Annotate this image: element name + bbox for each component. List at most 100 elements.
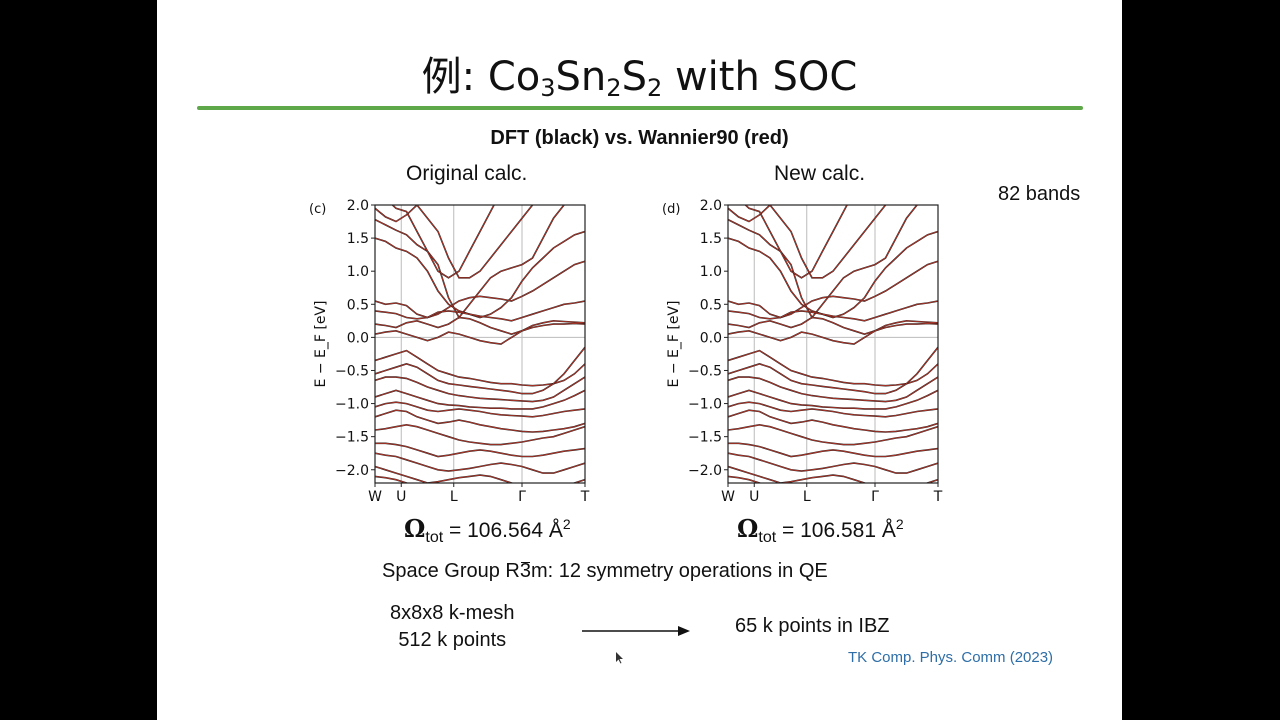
wannier-band-line xyxy=(728,376,938,403)
wannier-band-line xyxy=(375,231,585,318)
y-tick-label: 0.0 xyxy=(347,330,369,346)
title-text-part: with SOC xyxy=(662,54,858,100)
y-tick-label: 1.5 xyxy=(700,231,722,247)
wannier-band-line xyxy=(375,376,585,403)
wannier-band-line xyxy=(375,424,585,445)
y-tick-label: −1.0 xyxy=(688,397,722,413)
dft-band-line xyxy=(728,475,763,483)
wannier-band-line xyxy=(728,300,938,322)
dft-band-line xyxy=(728,389,938,410)
dft-band-line xyxy=(375,205,566,319)
bands-count-label: 82 bands xyxy=(998,183,1081,205)
x-tick-label: L xyxy=(803,489,811,505)
ibz-kpoints-text: 65 k points in IBZ xyxy=(735,615,890,637)
kmesh-info: 8x8x8 k-mesh 512 k points xyxy=(390,600,515,654)
x-tick-label: W xyxy=(368,489,382,505)
wannier-band-line xyxy=(375,466,585,483)
wannier-band-line xyxy=(744,205,848,279)
band-structure-plot-new: 2.0 1.5 1.0 0.5 0.0 −0.5 −1.0 −1.5 −2.0 W U L Γ T (d) E… xyxy=(662,198,943,505)
wannier-band-line xyxy=(728,205,918,319)
y-axis-label: E − E_F [eV] xyxy=(666,301,682,388)
dft-band-line xyxy=(728,260,938,319)
y-tick-label: 1.0 xyxy=(700,264,722,280)
omega-symbol: Ω xyxy=(737,514,759,543)
x-tick-label: Γ xyxy=(518,489,526,505)
wannier-band-line xyxy=(375,323,585,345)
reference-citation: TK Comp. Phys. Comm (2023) xyxy=(848,649,1054,666)
y-tick-label: −2.0 xyxy=(688,463,722,479)
omega-superscript: 2 xyxy=(562,516,571,532)
panel-title-original: Original calc. xyxy=(406,162,528,185)
y-tick-label: −1.5 xyxy=(688,430,722,446)
wannier-band-line xyxy=(375,205,565,319)
x-tick-label: W xyxy=(721,489,735,505)
dft-band-line xyxy=(728,205,919,319)
wannier-band-line xyxy=(375,389,585,410)
y-tick-label: −0.5 xyxy=(688,363,722,379)
title-subscript: 3 xyxy=(540,74,556,102)
y-tick-label: 0.5 xyxy=(347,297,369,313)
y-tick-label: 1.5 xyxy=(347,231,369,247)
title-text-part: Sn xyxy=(555,54,607,100)
wannier-band-line xyxy=(728,424,938,445)
wannier-band-line xyxy=(728,350,938,387)
space-group-suffix: m: 12 symmetry operations in QE xyxy=(530,560,828,582)
wannier-band-line xyxy=(375,401,585,418)
wannier-band-line xyxy=(375,476,408,483)
omega-subscript: tot xyxy=(425,529,444,547)
dft-band-line xyxy=(375,260,585,319)
dft-band-line xyxy=(375,230,585,319)
wannier-band-line xyxy=(728,466,938,483)
dft-band-line xyxy=(375,346,585,395)
title-subscript: 2 xyxy=(646,74,663,102)
wannier-band-line xyxy=(375,317,585,335)
x-tick-label: T xyxy=(580,489,590,505)
band-structure-plot-original: 2.0 1.5 1.0 0.5 0.0 −0.5 −1.0 −1.5 −2.0 W U L Γ T (c) E… xyxy=(309,198,590,505)
y-tick-label: 0.0 xyxy=(700,330,722,346)
dft-band-line xyxy=(728,346,938,395)
panel-label: (c) xyxy=(309,202,326,217)
wannier-band-line xyxy=(728,389,938,410)
wannier-band-line xyxy=(375,350,585,387)
dft-band-line xyxy=(728,423,938,446)
dft-band-line xyxy=(728,316,938,335)
wannier-band-line xyxy=(375,300,585,322)
dft-band-line xyxy=(375,423,585,446)
wannier-band-line xyxy=(728,476,761,483)
panel-title-new: New calc. xyxy=(774,162,866,185)
wannier-band-line xyxy=(728,401,938,418)
title-subscript: 2 xyxy=(606,74,622,102)
wannier-band-line xyxy=(728,347,938,394)
y-tick-label: −0.5 xyxy=(335,363,369,379)
omega-symbol: Ω xyxy=(404,514,426,543)
mouse-cursor-icon xyxy=(616,652,623,664)
wannier-band-line xyxy=(728,409,938,433)
wannier-band-line xyxy=(728,231,938,318)
dft-band-line xyxy=(375,465,585,483)
wannier-band-line xyxy=(728,260,938,318)
omega-total-original: Ωtot = 106.564 Å2 xyxy=(404,514,571,547)
space-group-text: Space Group R3m: 12 symmetry operations … xyxy=(382,560,828,583)
kpoints-line: 512 k points xyxy=(398,629,507,651)
slide-title: 例: Co3Sn2S2 with SOC xyxy=(157,44,1122,102)
title-divider xyxy=(197,106,1083,110)
y-tick-label: 2.0 xyxy=(347,198,369,214)
figure-subtitle: DFT (black) vs. Wannier90 (red) xyxy=(490,127,789,149)
y-tick-label: 1.0 xyxy=(347,264,369,280)
title-text-part: 例: Co xyxy=(421,54,541,100)
wannier-band-line xyxy=(375,260,585,318)
x-tick-label: T xyxy=(933,489,943,505)
plot-frame xyxy=(727,204,939,484)
plot-frame xyxy=(374,204,586,484)
omega-total-new: Ωtot = 106.581 Å2 xyxy=(737,514,904,547)
wannier-band-line xyxy=(375,452,585,474)
panel-label: (d) xyxy=(662,202,680,217)
title-text-part: S xyxy=(621,54,647,100)
y-tick-label: 0.5 xyxy=(700,297,722,313)
x-tick-label: U xyxy=(749,489,759,505)
right-arrow-icon xyxy=(582,626,690,636)
omega-superscript: 2 xyxy=(895,516,904,532)
y-tick-label: 2.0 xyxy=(700,198,722,214)
dft-band-line xyxy=(375,389,585,410)
space-group-prefix: Space Group R xyxy=(382,560,520,582)
